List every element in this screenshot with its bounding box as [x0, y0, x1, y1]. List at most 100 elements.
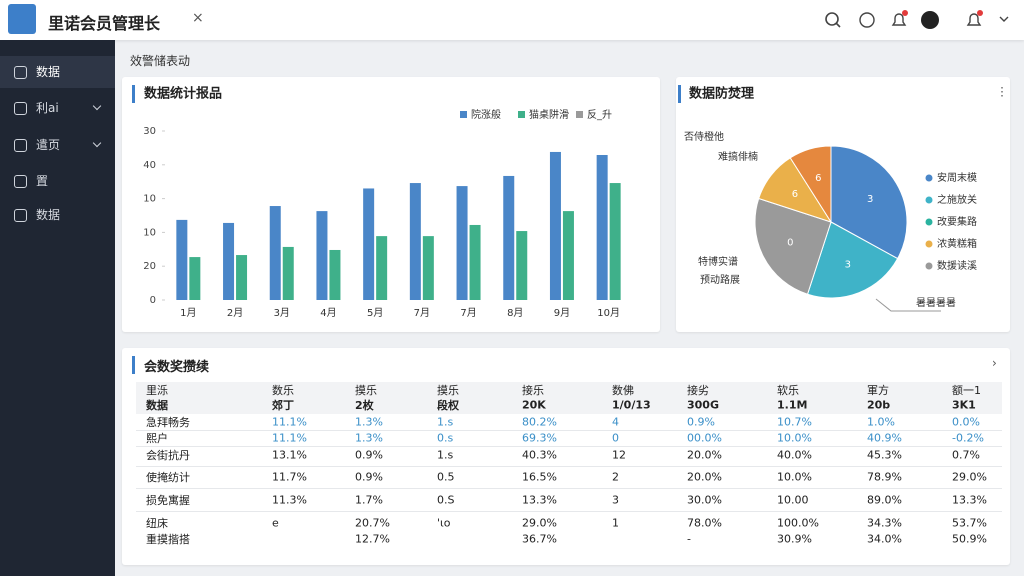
close-tab[interactable]: ×: [192, 10, 204, 26]
table-cell: -0.2%: [952, 431, 984, 445]
logo[interactable]: [8, 4, 36, 34]
table-cell: 使掩纺计: [146, 471, 190, 484]
table-cell: 0.7%: [952, 448, 980, 462]
nav-item[interactable]: 数据: [0, 56, 115, 88]
header-cell: 额一1: [952, 384, 981, 397]
bar: [596, 154, 608, 300]
table-cell: 会街抗丹: [146, 449, 190, 462]
legend-swatch: [925, 240, 933, 248]
bell-icon[interactable]: [966, 13, 982, 26]
header-cell: 1/0/13: [612, 398, 651, 412]
header-cell: 摸乐: [355, 384, 377, 397]
nav-caret: [92, 101, 102, 111]
bar: [376, 236, 388, 300]
legend-label: 院涨般: [471, 108, 501, 121]
x-tick-label: 7月: [460, 307, 476, 319]
header-cell: 数佛: [612, 384, 634, 397]
nav-label: 利ai: [36, 101, 59, 115]
top-bar: 里诺会员管理长 ×: [0, 0, 1024, 40]
table-cell: 急拜畅务: [146, 416, 190, 429]
bar: [549, 151, 561, 300]
bar: [189, 257, 201, 300]
nav-item[interactable]: 遣页: [0, 129, 115, 161]
slice-label: 6: [792, 189, 798, 200]
legend-label: 数援读溪: [937, 259, 977, 272]
y-tick-label: 0: [150, 295, 156, 306]
nav-icon: [14, 102, 27, 115]
table-cell: 40.9%: [867, 431, 902, 445]
slice-label: 3: [845, 259, 851, 270]
table-cell: 16.5%: [522, 470, 557, 484]
x-tick-label: 5月: [367, 307, 383, 319]
bar: [269, 206, 281, 300]
table-cell: 13.1%: [272, 448, 307, 462]
header-cell: 3K1: [952, 398, 976, 412]
toolbar-icons: [825, 10, 1009, 29]
bar: [516, 231, 528, 300]
table-cell: 12.7%: [355, 532, 390, 546]
y-tick-label: 20: [143, 261, 156, 272]
legend-swatch: [925, 174, 933, 182]
title-accent: [678, 85, 681, 103]
nav-item[interactable]: 数据: [0, 199, 115, 231]
bar: [282, 246, 294, 300]
table-cell: 20.0%: [687, 470, 722, 484]
bar: [422, 236, 434, 300]
header-cell: 数乐: [272, 384, 294, 397]
legend-label: 改要集路: [937, 215, 977, 228]
table-cell: 20.0%: [687, 448, 722, 462]
bar: [176, 219, 188, 300]
table-cell: 重摸揩搭: [146, 533, 190, 546]
bar: [329, 249, 341, 300]
badge: [902, 10, 908, 16]
table-cell: 11.3%: [272, 493, 307, 507]
table-cell: 53.7%: [952, 516, 987, 530]
y-tick-label: 10: [143, 227, 156, 238]
x-tick-label: 9月: [554, 307, 570, 319]
table-cell: 4: [612, 415, 619, 429]
nav-item[interactable]: 利ai: [0, 92, 115, 124]
nav-label: 遣页: [36, 138, 61, 152]
bar: [609, 183, 621, 300]
bell-icon[interactable]: [891, 13, 907, 26]
row-divider: [136, 466, 1002, 467]
table-cell: 损免寓握: [146, 494, 190, 507]
table-cell: 34.0%: [867, 532, 902, 546]
table-cell: 69.3%: [522, 431, 557, 445]
legend-swatch: [925, 262, 933, 270]
nav-icon: [14, 175, 27, 188]
bar: [236, 255, 248, 300]
table-cell: 1.0%: [867, 415, 895, 429]
chat-icon[interactable]: [859, 12, 875, 28]
header-cell: 300G: [687, 398, 719, 412]
table-cell: 12: [612, 448, 626, 462]
legend-label: 猫桌阱滑: [529, 108, 569, 121]
header-cell: 软乐: [777, 384, 799, 397]
avatar[interactable]: [921, 11, 939, 29]
search-icon[interactable]: [825, 12, 839, 26]
legend-swatch: [925, 218, 933, 226]
header-cell: 2枚: [355, 399, 374, 412]
more-menu: ⋮: [996, 85, 1008, 99]
bar: [469, 224, 481, 300]
bar-chart-card: 数据统计报品 0 20 10 10 40 30 院涨般 猫桌阱滑 反_升 1月 2月 3月 4月 5月 7月 7…: [122, 77, 660, 332]
table-cell: 0.S: [437, 493, 455, 507]
table-cell: 13.3%: [522, 493, 557, 507]
table-cell: 0.0%: [952, 415, 980, 429]
header-cell: 段权: [437, 399, 459, 412]
x-tick-label: 7月: [414, 307, 430, 319]
table-cell: 0: [612, 431, 619, 445]
nav-item[interactable]: 置: [0, 165, 115, 197]
table-cell: 29.0%: [522, 516, 557, 530]
legend-label: 浓黄糕箱: [937, 237, 977, 250]
dropdown-caret[interactable]: [999, 16, 1009, 22]
table-cell: 36.7%: [522, 532, 557, 546]
header-cell: 20K: [522, 398, 546, 412]
bar: [503, 175, 515, 300]
table-cell: 纽床: [146, 517, 168, 530]
y-tick-label: 30: [143, 126, 156, 137]
row-divider: [136, 446, 1002, 447]
table-cell: 78.9%: [867, 470, 902, 484]
pie-slice: [754, 197, 832, 295]
